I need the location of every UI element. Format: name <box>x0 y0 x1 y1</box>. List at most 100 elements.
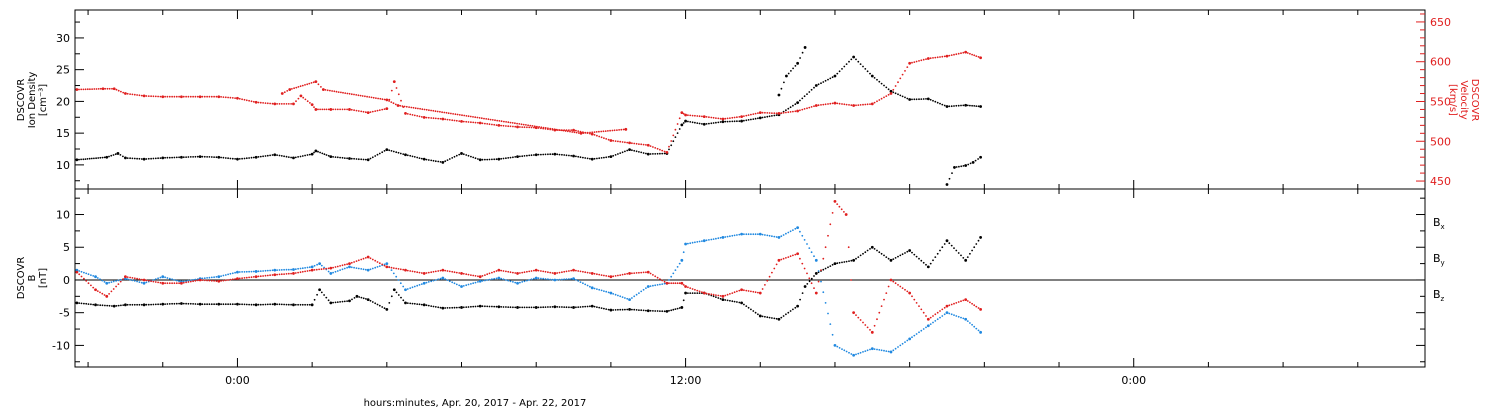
data-point <box>794 253 797 256</box>
data-point <box>803 285 807 288</box>
data-point <box>768 112 771 114</box>
y-tick-label-left: 20 <box>56 95 70 108</box>
data-point <box>94 288 97 292</box>
data-point <box>346 266 348 269</box>
data-point <box>388 98 391 101</box>
data-point <box>294 268 297 271</box>
data-point <box>738 233 741 236</box>
data-point <box>551 127 554 130</box>
data-point <box>549 153 552 156</box>
data-point <box>831 76 834 79</box>
data-point <box>129 276 132 279</box>
data-point <box>500 124 503 127</box>
data-point <box>428 109 430 112</box>
data-point <box>568 306 570 309</box>
data-point <box>600 130 603 133</box>
data-point <box>761 233 764 236</box>
data-point <box>729 120 731 123</box>
data-point <box>715 237 717 240</box>
data-point <box>519 155 521 158</box>
data-point <box>589 285 591 288</box>
data-point <box>609 308 613 312</box>
data-point <box>960 254 962 257</box>
data-point <box>654 284 657 287</box>
data-point <box>264 274 267 277</box>
data-point <box>516 125 519 129</box>
data-point <box>208 276 211 279</box>
data-point <box>518 123 521 125</box>
data-point <box>717 117 720 120</box>
data-point <box>589 157 591 160</box>
data-point <box>502 124 505 127</box>
data-point <box>413 270 416 273</box>
data-point <box>646 285 650 288</box>
data-point <box>336 265 339 268</box>
data-point <box>614 154 617 156</box>
data-point <box>831 333 834 336</box>
ylabel-line: B <box>27 274 38 281</box>
data-point <box>364 95 366 98</box>
data-point <box>319 108 321 111</box>
data-point <box>320 268 323 271</box>
data-point <box>418 284 421 286</box>
data-point <box>383 98 386 101</box>
data-point <box>708 122 710 125</box>
data-point <box>948 312 951 315</box>
data-point <box>413 156 416 158</box>
data-point <box>505 157 507 160</box>
data-point <box>904 288 906 291</box>
data-point <box>234 97 237 99</box>
data-point <box>80 88 83 91</box>
data-point <box>649 285 652 287</box>
data-point <box>668 145 670 148</box>
data-point <box>519 126 521 128</box>
data-point <box>750 113 752 116</box>
data-point <box>164 303 167 305</box>
data-point <box>385 98 389 102</box>
data-point <box>672 272 675 275</box>
data-point <box>325 154 328 156</box>
data-point <box>668 148 670 151</box>
data-point <box>621 273 624 276</box>
data-point <box>278 103 281 105</box>
data-point <box>250 100 253 103</box>
data-point <box>353 297 356 299</box>
data-point <box>803 239 806 241</box>
data-point <box>969 52 971 55</box>
data-point <box>602 130 605 133</box>
data-point <box>731 234 734 237</box>
data-point <box>943 313 946 316</box>
data-point <box>631 297 633 299</box>
data-point <box>691 114 694 117</box>
data-point <box>801 234 804 237</box>
data-point <box>339 156 341 159</box>
data-point <box>161 281 165 285</box>
data-point <box>75 270 79 274</box>
data-point <box>374 155 377 157</box>
data-point <box>505 121 507 123</box>
data-point <box>551 306 554 308</box>
data-point <box>220 303 223 306</box>
data-point <box>222 303 225 306</box>
data-point <box>530 126 533 129</box>
data-point <box>227 96 230 99</box>
data-point <box>317 150 319 153</box>
data-point <box>617 308 619 311</box>
data-point <box>248 270 251 273</box>
data-point <box>369 111 372 113</box>
data-point <box>430 305 433 307</box>
data-point <box>334 156 337 159</box>
data-point <box>820 269 822 271</box>
data-point <box>385 265 389 269</box>
data-point <box>140 158 143 160</box>
data-point <box>814 291 818 295</box>
data-point <box>945 183 949 186</box>
data-point <box>413 285 416 288</box>
data-point <box>561 153 563 156</box>
data-point <box>399 104 402 107</box>
data-point <box>836 102 839 105</box>
data-point <box>646 270 650 274</box>
data-point <box>547 278 549 281</box>
data-point <box>794 65 797 67</box>
data-point <box>478 158 482 162</box>
